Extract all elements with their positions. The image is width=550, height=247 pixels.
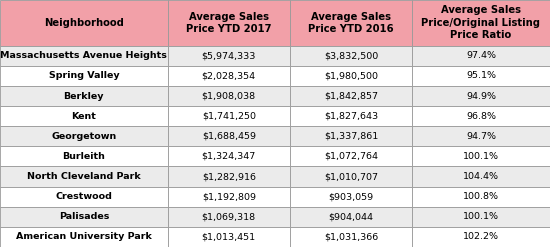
Text: $1,741,250: $1,741,250 <box>202 112 256 121</box>
Text: Palisades: Palisades <box>59 212 109 221</box>
Text: Berkley: Berkley <box>64 92 104 101</box>
Text: $2,028,354: $2,028,354 <box>202 71 256 80</box>
Text: North Cleveland Park: North Cleveland Park <box>27 172 141 181</box>
Bar <box>412 187 550 207</box>
Bar <box>168 86 290 106</box>
Bar <box>0 166 168 187</box>
Bar <box>412 146 550 166</box>
Bar <box>290 66 412 86</box>
Bar <box>168 166 290 187</box>
Bar <box>0 106 168 126</box>
Bar <box>168 146 290 166</box>
Text: Georgetown: Georgetown <box>51 132 117 141</box>
Bar <box>290 46 412 66</box>
Text: 102.2%: 102.2% <box>463 232 499 241</box>
Bar <box>290 207 412 227</box>
Text: 100.1%: 100.1% <box>463 152 499 161</box>
Bar <box>412 66 550 86</box>
Bar <box>290 227 412 247</box>
Bar <box>0 207 168 227</box>
Text: $1,010,707: $1,010,707 <box>324 172 378 181</box>
Text: 94.7%: 94.7% <box>466 132 496 141</box>
Text: $1,908,038: $1,908,038 <box>202 92 256 101</box>
Text: $1,324,347: $1,324,347 <box>202 152 256 161</box>
Text: Average Sales
Price/Original Listing
Price Ratio: Average Sales Price/Original Listing Pri… <box>421 5 541 40</box>
Text: $1,688,459: $1,688,459 <box>202 132 256 141</box>
Bar <box>168 207 290 227</box>
Text: American University Park: American University Park <box>16 232 152 241</box>
Text: $1,980,500: $1,980,500 <box>324 71 378 80</box>
Text: Kent: Kent <box>72 112 96 121</box>
Text: $3,832,500: $3,832,500 <box>324 51 378 60</box>
Text: $1,069,318: $1,069,318 <box>202 212 256 221</box>
Bar <box>290 187 412 207</box>
Text: Average Sales
Price YTD 2016: Average Sales Price YTD 2016 <box>308 12 394 34</box>
Bar <box>0 227 168 247</box>
Bar <box>412 207 550 227</box>
Text: $1,031,366: $1,031,366 <box>324 232 378 241</box>
Text: 95.1%: 95.1% <box>466 71 496 80</box>
Text: Average Sales
Price YTD 2017: Average Sales Price YTD 2017 <box>186 12 272 34</box>
Bar <box>290 146 412 166</box>
Text: $5,974,333: $5,974,333 <box>202 51 256 60</box>
Bar <box>0 146 168 166</box>
Bar <box>290 106 412 126</box>
Text: 94.9%: 94.9% <box>466 92 496 101</box>
Text: Massachusetts Avenue Heights: Massachusetts Avenue Heights <box>1 51 167 60</box>
Bar <box>412 166 550 187</box>
Bar <box>168 187 290 207</box>
Bar <box>412 106 550 126</box>
Text: $904,044: $904,044 <box>328 212 373 221</box>
Text: 97.4%: 97.4% <box>466 51 496 60</box>
Bar <box>168 227 290 247</box>
Text: $1,827,643: $1,827,643 <box>324 112 378 121</box>
Text: 100.1%: 100.1% <box>463 212 499 221</box>
Text: $1,337,861: $1,337,861 <box>324 132 378 141</box>
Bar <box>290 0 412 46</box>
Bar <box>412 126 550 146</box>
Text: $1,192,809: $1,192,809 <box>202 192 256 201</box>
Text: $1,013,451: $1,013,451 <box>202 232 256 241</box>
Bar <box>0 0 168 46</box>
Text: $903,059: $903,059 <box>328 192 373 201</box>
Bar <box>168 46 290 66</box>
Bar <box>412 86 550 106</box>
Bar <box>168 126 290 146</box>
Bar <box>290 126 412 146</box>
Bar <box>0 126 168 146</box>
Bar <box>0 66 168 86</box>
Bar <box>168 66 290 86</box>
Text: Neighborhood: Neighborhood <box>44 18 124 28</box>
Text: 104.4%: 104.4% <box>463 172 499 181</box>
Bar <box>168 0 290 46</box>
Bar <box>412 46 550 66</box>
Text: $1,072,764: $1,072,764 <box>324 152 378 161</box>
Bar <box>0 46 168 66</box>
Bar <box>290 86 412 106</box>
Text: Crestwood: Crestwood <box>56 192 112 201</box>
Text: $1,282,916: $1,282,916 <box>202 172 256 181</box>
Bar <box>0 86 168 106</box>
Bar <box>412 227 550 247</box>
Text: $1,842,857: $1,842,857 <box>324 92 378 101</box>
Bar <box>168 106 290 126</box>
Text: 100.8%: 100.8% <box>463 192 499 201</box>
Text: 96.8%: 96.8% <box>466 112 496 121</box>
Bar <box>412 0 550 46</box>
Text: Spring Valley: Spring Valley <box>48 71 119 80</box>
Bar <box>0 187 168 207</box>
Text: Burleith: Burleith <box>63 152 105 161</box>
Bar <box>290 166 412 187</box>
